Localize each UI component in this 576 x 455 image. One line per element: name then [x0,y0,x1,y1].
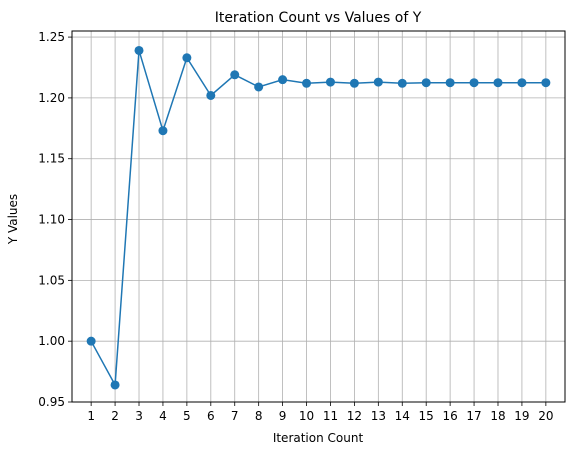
data-point [421,78,431,88]
data-point [158,126,168,136]
data-point [397,78,407,88]
x-tick-label: 3 [135,409,143,423]
data-point [278,75,288,85]
x-tick-label: 15 [419,409,434,423]
data-point [517,78,527,88]
grid-lines [72,31,565,403]
y-axis-ticks: 0.95 1.00 1.05 1.10 1.15 1.20 1.25 [38,30,72,409]
data-point [182,53,192,63]
y-tick-label: 1.00 [38,334,65,348]
series-line [90,50,546,388]
y-tick-label: 0.95 [38,395,65,409]
y-axis-label: Y Values [6,194,20,245]
x-tick-label: 13 [371,409,386,423]
data-point [206,90,216,100]
y-tick-label: 1.15 [38,152,65,166]
data-point [230,70,240,80]
y-tick-label: 1.05 [38,273,65,287]
data-point [302,78,312,88]
data-point [110,380,120,390]
x-tick-label: 16 [442,409,457,423]
x-axis-label: Iteration Count [273,431,364,445]
x-tick-label: 20 [538,409,553,423]
x-tick-label: 14 [395,409,410,423]
x-tick-label: 6 [207,409,215,423]
x-tick-label: 12 [347,409,362,423]
data-point [325,77,335,87]
x-tick-label: 7 [231,409,239,423]
x-tick-label: 4 [159,409,167,423]
data-point [493,78,503,88]
x-tick-label: 8 [255,409,263,423]
data-point [86,336,96,346]
plot-frame [71,30,566,403]
x-tick-label: 17 [466,409,481,423]
y-tick-label: 1.25 [38,30,65,44]
x-tick-label: 1 [87,409,95,423]
series-markers [86,45,551,390]
x-tick-label: 19 [514,409,529,423]
data-point [254,82,264,92]
data-point [445,78,455,88]
x-tick-label: 11 [323,409,338,423]
data-point [349,78,359,88]
data-point [469,78,479,88]
x-tick-label: 9 [279,409,287,423]
chart-title: Iteration Count vs Values of Y [215,10,422,26]
y-tick-label: 1.20 [38,91,65,105]
x-tick-label: 10 [299,409,314,423]
data-point [541,78,551,88]
x-tick-label: 18 [490,409,505,423]
y-tick-label: 1.10 [38,213,65,227]
x-axis-ticks: 1 2 3 4 5 6 7 8 9 10 11 12 13 14 15 16 17 18 19 20 [87,402,553,423]
data-point [373,77,383,87]
x-tick-label: 5 [183,409,191,423]
data-point [134,45,144,55]
x-tick-label: 2 [111,409,119,423]
